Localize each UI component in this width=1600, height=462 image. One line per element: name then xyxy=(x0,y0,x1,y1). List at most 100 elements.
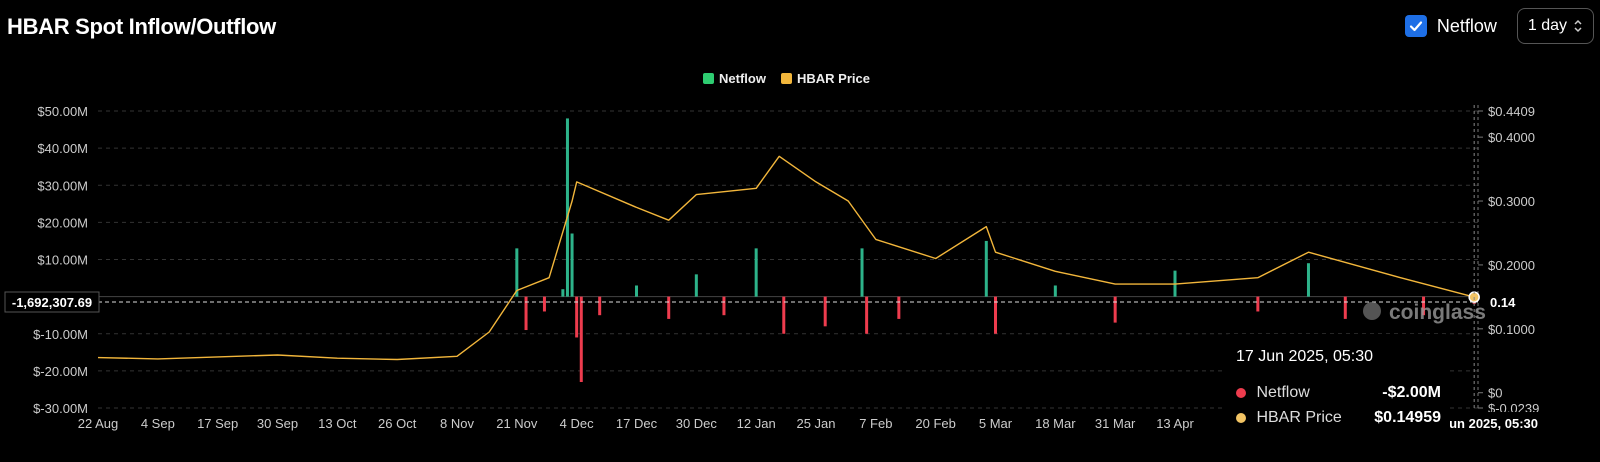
price-line xyxy=(97,155,1480,361)
netflow-bar xyxy=(635,285,638,297)
x-tick-label: 17 Dec xyxy=(616,416,658,431)
left-tick-label: $10.00M xyxy=(37,253,88,268)
netflow-bar xyxy=(667,296,671,319)
tooltip-netflow-value: -$2.00M xyxy=(1382,384,1441,401)
tooltip-netflow-label: Netflow xyxy=(1256,384,1310,401)
netflow-bar xyxy=(897,296,901,319)
netflow-bar xyxy=(860,248,864,297)
x-tick-label: 13 Oct xyxy=(318,416,357,431)
netflow-bar xyxy=(524,296,528,331)
netflow-bar xyxy=(722,296,726,316)
grid-lines xyxy=(98,105,1479,409)
netflow-bar xyxy=(579,296,583,383)
tooltip-price-value: $0.14959 xyxy=(1374,409,1441,426)
netflow-bar xyxy=(1256,296,1260,312)
x-tick-label: 26 Oct xyxy=(378,416,417,431)
crosshair: -1,692,307.69 0.14 17 Jun 2025, 05:30 xyxy=(4,105,1542,434)
right-tick-label: $0.4000 xyxy=(1488,130,1535,145)
x-tick-label: 5 Mar xyxy=(979,416,1013,431)
netflow-bar xyxy=(1053,285,1057,297)
chevron-updown-icon xyxy=(1574,19,1582,33)
right-tick-label: $0.2000 xyxy=(1488,258,1535,273)
x-tick-label: 20 Feb xyxy=(915,416,955,431)
x-tick-label: 13 Apr xyxy=(1156,416,1194,431)
netflow-bar xyxy=(1306,263,1310,297)
x-tick-label: 7 Feb xyxy=(859,416,892,431)
netflow-bar xyxy=(1113,296,1117,323)
left-tick-label: $20.00M xyxy=(37,215,88,230)
netflow-bar xyxy=(575,296,579,338)
legend-netflow-swatch xyxy=(703,73,714,84)
left-axis-ticks: $50.00M $40.00M $30.00M $20.00M $10.00M $-10.… xyxy=(33,104,88,416)
crosshair-left-badge xyxy=(4,291,100,313)
x-tick-label: 25 Jan xyxy=(796,416,835,431)
tooltip-date: 17 Jun 2025, 05:30 xyxy=(1236,348,1374,365)
crosshair-left-label: -1,692,307.69 xyxy=(12,295,92,310)
x-tick-label: 21 Nov xyxy=(496,416,538,431)
x-axis-ticks: 22 Aug 4 Sep 17 Sep 30 Sep 13 Oct 26 Oct 8 Nov… xyxy=(78,416,1195,431)
netflow-bar xyxy=(984,240,988,297)
tooltip-netflow-row: Netflow -$2.00M xyxy=(1236,384,1441,402)
netflow-bar xyxy=(865,296,869,334)
x-tick-label: 31 Mar xyxy=(1095,416,1136,431)
netflow-toggle-label[interactable]: Netflow xyxy=(1436,15,1497,36)
x-tick-label: 4 Dec xyxy=(560,416,594,431)
netflow-bar xyxy=(565,118,569,297)
left-tick-label: $50.00M xyxy=(37,104,88,119)
x-tick-label: 12 Jan xyxy=(737,416,776,431)
crosshair-x-badge xyxy=(1442,412,1542,434)
netflow-bar xyxy=(694,274,698,297)
left-tick-label: $-10.00M xyxy=(33,327,88,342)
netflow-bar xyxy=(598,296,602,316)
netflow-bars xyxy=(515,118,1476,383)
checkmark-icon xyxy=(1409,21,1422,32)
netflow-bar xyxy=(823,296,827,327)
netflow-bar xyxy=(515,248,519,297)
x-tick-label: 22 Aug xyxy=(78,416,119,431)
x-tick-label: 18 Mar xyxy=(1035,416,1076,431)
chart-legend: Netflow HBAR Price xyxy=(703,71,870,86)
legend-price-swatch xyxy=(781,73,792,84)
interval-select[interactable]: 1 day xyxy=(1516,8,1594,44)
price-series-line xyxy=(97,155,1475,361)
netflow-bar xyxy=(561,289,565,297)
left-tick-label: $40.00M xyxy=(37,141,88,156)
page-title: HBAR Spot Inflow/Outflow xyxy=(7,14,276,39)
netflow-bar xyxy=(994,296,997,334)
netflow-dot-icon xyxy=(1236,387,1246,398)
tooltip-price-row: HBAR Price $0.14959 xyxy=(1236,409,1441,427)
tooltip-price-label: HBAR Price xyxy=(1256,409,1342,426)
interval-select-value: 1 day xyxy=(1527,17,1567,34)
netflow-bar xyxy=(782,296,786,334)
left-tick-label: $-20.00M xyxy=(33,364,88,379)
right-axis-ticks: $0.4409$0.4000$0.3000$0.2000$0.1000$0$-0… xyxy=(1478,104,1539,416)
x-tick-label: 8 Nov xyxy=(440,416,474,431)
left-tick-label: $-30.00M xyxy=(33,401,88,416)
right-tick-label: $0 xyxy=(1488,386,1502,401)
netflow-bar xyxy=(542,296,546,312)
netflow-bar xyxy=(570,233,574,297)
crosshair-x-label: 17 Jun 2025, 05:30 xyxy=(1424,416,1538,431)
x-tick-label: 4 Sep xyxy=(141,416,175,431)
legend-price-label: HBAR Price xyxy=(797,71,870,86)
chart-tooltip: 17 Jun 2025, 05:30 Netflow -$2.00M HBAR … xyxy=(1224,334,1450,438)
right-tick-label: $0.4409 xyxy=(1488,104,1535,119)
watermark: coinglass xyxy=(1363,301,1486,324)
netflow-bar xyxy=(1343,296,1347,319)
right-tick-label: $0.1000 xyxy=(1488,322,1535,337)
netflow-bar xyxy=(754,248,758,297)
right-tick-label: $0.3000 xyxy=(1488,194,1535,209)
coinglass-logo-icon xyxy=(1363,302,1381,320)
left-tick-label: $30.00M xyxy=(37,178,88,193)
legend-netflow-label: Netflow xyxy=(719,71,767,86)
price-dot-icon xyxy=(1236,412,1246,423)
x-tick-label: 30 Dec xyxy=(676,416,718,431)
netflow-bar xyxy=(1422,296,1426,316)
x-tick-label: 30 Sep xyxy=(257,416,298,431)
chart-controls: Netflow 1 day xyxy=(1404,8,1594,44)
watermark-text: coinglass xyxy=(1389,301,1486,324)
x-tick-label: 17 Sep xyxy=(197,416,238,431)
netflow-checkbox[interactable] xyxy=(1404,15,1427,37)
crosshair-right-label: 0.14 xyxy=(1490,295,1516,310)
